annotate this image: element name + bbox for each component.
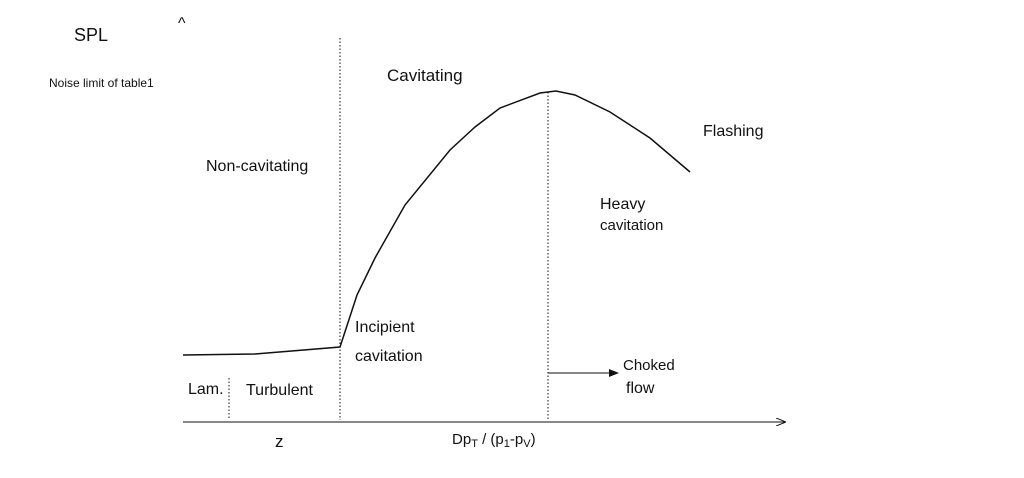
- y-arrow: ^: [178, 15, 186, 32]
- region-label: Flashing: [703, 123, 763, 140]
- region-label: Choked: [623, 357, 675, 374]
- x-label-part: -p: [510, 431, 523, 448]
- region-label: Non-cavitating: [206, 158, 308, 175]
- region-label: cavitation: [600, 217, 663, 234]
- noise-limit: Noise limit of table1: [49, 76, 154, 90]
- region-label: Cavitating: [387, 66, 463, 85]
- x-label-sub: V: [523, 438, 531, 450]
- x-label-part: ): [531, 431, 536, 448]
- x-left-label: z: [275, 432, 284, 451]
- region-label: Heavy: [600, 196, 645, 213]
- x-label: DpT / (p1-pV): [452, 431, 536, 450]
- region-label: Turbulent: [246, 382, 314, 399]
- x-label-sub: T: [471, 438, 478, 450]
- x-label-sub: 1: [504, 438, 510, 450]
- y-label: SPL: [74, 25, 108, 45]
- region-label: Incipient: [355, 319, 415, 336]
- x-label-part: Dp: [452, 431, 471, 448]
- spl-curve: [182, 90, 691, 356]
- region-label: Lam.: [188, 381, 224, 398]
- lines: [182, 38, 785, 422]
- region-label: cavitation: [355, 348, 423, 365]
- x-label-part: / (p: [478, 431, 504, 448]
- labels: SPL ^ Noise limit of table1 Cavitating N…: [49, 15, 763, 451]
- region-label: flow: [626, 380, 655, 397]
